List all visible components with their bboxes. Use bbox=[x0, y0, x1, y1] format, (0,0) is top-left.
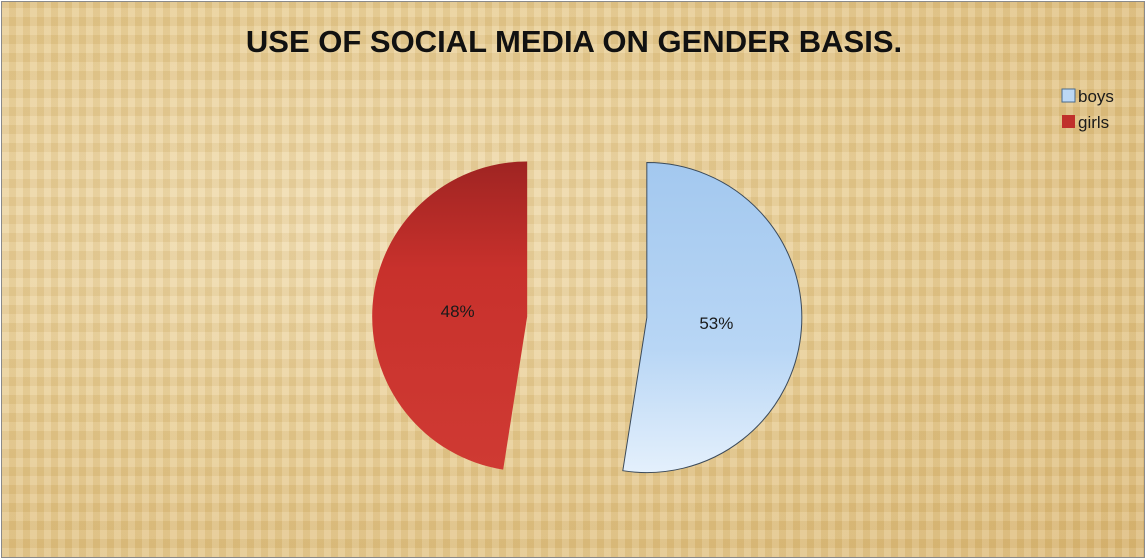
pie-slice-girls bbox=[372, 161, 528, 470]
pie-slice-boys bbox=[622, 162, 803, 474]
pie-slices bbox=[372, 161, 803, 474]
legend-swatch-girls bbox=[1062, 115, 1075, 128]
legend-swatch-boys bbox=[1061, 88, 1076, 103]
legend: boys girls bbox=[1061, 87, 1114, 132]
legend-label-girls: girls bbox=[1078, 113, 1109, 132]
legend-label-boys: boys bbox=[1078, 87, 1114, 106]
slice-labels: 53% 48% bbox=[441, 302, 734, 333]
slice-label-girls: 48% bbox=[441, 302, 475, 321]
chart-title: USE OF SOCIAL MEDIA ON GENDER BASIS. bbox=[246, 24, 902, 59]
slice-label-boys: 53% bbox=[699, 314, 733, 333]
